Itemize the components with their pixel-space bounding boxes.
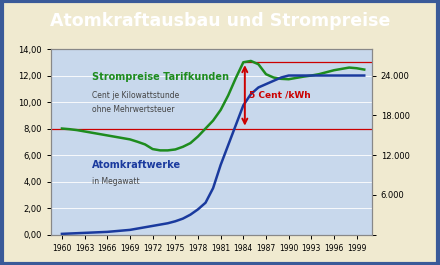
Text: Atomkraftwerke: Atomkraftwerke <box>92 160 181 170</box>
Text: Atomkraftausbau und Strompreise: Atomkraftausbau und Strompreise <box>50 12 390 30</box>
Text: Cent je Kilowattstunde: Cent je Kilowattstunde <box>92 91 180 100</box>
Text: Strompreise Tarifkunden: Strompreise Tarifkunden <box>92 72 229 82</box>
Text: in Megawatt: in Megawatt <box>92 177 140 186</box>
Text: ohne Mehrwertsteuer: ohne Mehrwertsteuer <box>92 105 175 114</box>
Text: 5 Cent /kWh: 5 Cent /kWh <box>249 91 310 100</box>
